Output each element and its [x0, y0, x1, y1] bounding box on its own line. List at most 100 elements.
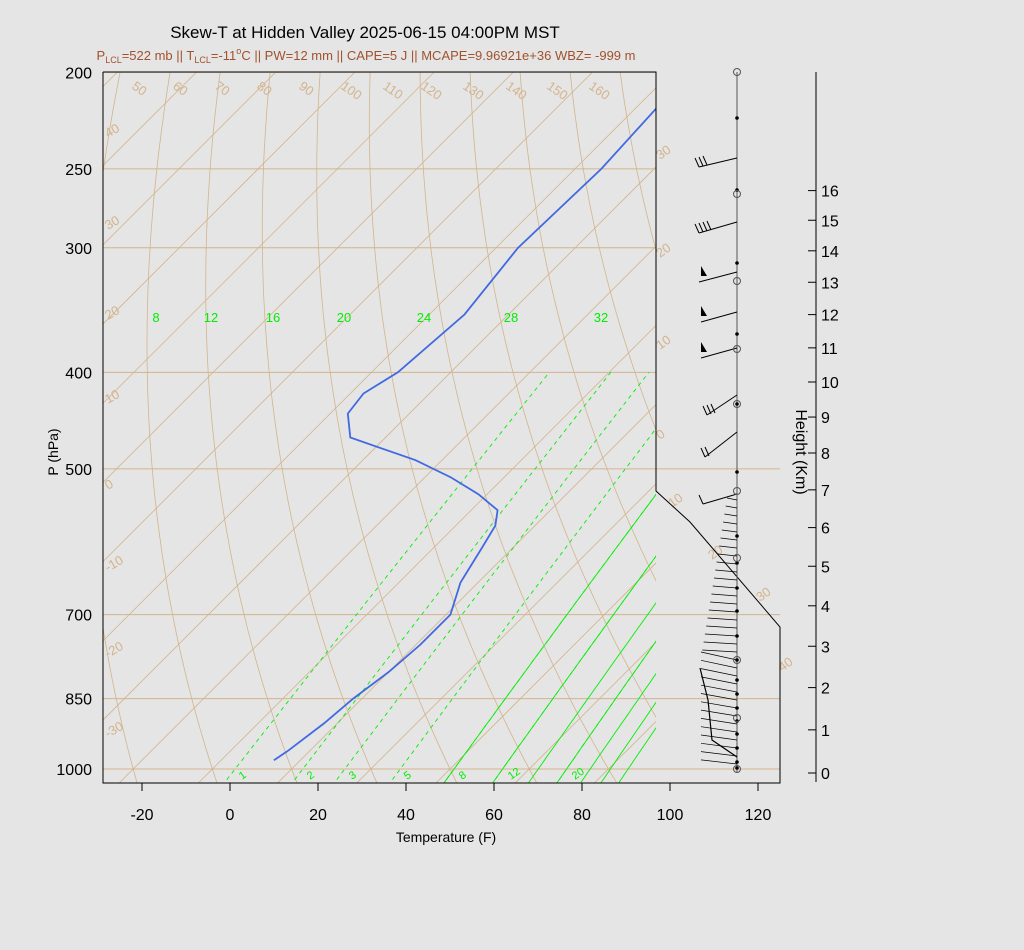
wind-barb-low [703, 641, 738, 645]
wind-barb-low [700, 759, 738, 765]
wind-calm-circle [733, 68, 741, 76]
wind-barb [706, 394, 738, 416]
mixing-ratio-line [492, 555, 656, 783]
mixing-ratio-line [291, 372, 612, 783]
wind-calm-circle [733, 554, 741, 562]
isotherm-label: -10 [102, 552, 126, 574]
dry-adiabat-line [817, 0, 1024, 790]
wind-level-dot [735, 746, 739, 750]
wind-calm-circle [733, 400, 741, 408]
dry-adiabat-lines [103, 0, 1024, 790]
degree-sup: o [236, 46, 241, 56]
mixing-ratio-label-bottom: 8 [457, 769, 469, 782]
isotherm-line [103, 72, 118, 87]
dry-adiabat-line [694, 0, 1024, 790]
isotherm-line [103, 166, 656, 721]
height-tick-label: 11 [821, 341, 838, 358]
isotherm-lines [103, 0, 1024, 786]
wind-barb-low [715, 569, 738, 573]
isotherm-label: 30 [102, 212, 122, 232]
mixing-ratio-label-top: 24 [417, 310, 431, 325]
wind-barb-feather [698, 494, 704, 505]
dry-adiabat-line [619, 72, 656, 252]
wind-calm-circle [733, 345, 741, 353]
wind-level-dot [735, 634, 739, 638]
mixing-ratio-label-top: 20 [337, 310, 351, 325]
height-tick-label: 10 [821, 375, 839, 392]
pressure-tick-label: 400 [65, 365, 92, 382]
y-axis-label: P (hPa) [45, 428, 61, 475]
pressure-axis: 1000850700500400300250200150100 [56, 65, 92, 779]
isotherm-label-right: 30 [753, 584, 773, 605]
x-axis-label: Temperature (F) [396, 829, 496, 845]
mixing-ratio-line [556, 640, 656, 783]
isotherm-label: 160 [586, 78, 612, 103]
wind-barb-low [704, 633, 738, 637]
wind-barb-low [706, 625, 738, 629]
wind-barb-feather [710, 403, 716, 414]
mixing-ratio-labels: 8 12 16 20 24 28 321 2 3 5 8 12 20 [152, 310, 608, 782]
pressure-tick-label: 850 [65, 692, 92, 709]
wind-barb-low [702, 649, 738, 653]
wind-barb [702, 493, 738, 505]
pressure-tick-label: 250 [65, 162, 92, 179]
isotherm-label: 150 [544, 78, 570, 103]
dewpoint-profile [273, 107, 656, 762]
wind-level-dot [735, 332, 739, 336]
wind-level-dot [735, 261, 739, 265]
height-tick-label: 8 [821, 446, 830, 463]
isotherm-line [671, 0, 1024, 786]
isotherm-line [103, 72, 435, 404]
isobar-lines [103, 71, 780, 770]
isotherm-label: 130 [460, 78, 486, 103]
chart-title: Skew-T at Hidden Valley 2025-06-15 04:00… [170, 23, 560, 42]
isotherm-label-right-upper: 10 [653, 332, 673, 353]
pressure-tick-label: 700 [65, 608, 92, 625]
temperature-profile [709, 0, 1024, 756]
mixing-ratio-line [580, 673, 656, 783]
isotherm-label: 100 [338, 78, 364, 103]
wind-barb-low [726, 497, 738, 501]
dry-adiabat-line [103, 72, 138, 783]
mixing-ratio-label-top: 8 [152, 310, 159, 325]
dry-adiabat-line [940, 0, 1024, 790]
subtitle-rest: C || PW=12 mm || CAPE=5 J || MCAPE=9.969… [241, 48, 635, 63]
mixing-ratio-label-bottom: 1 [237, 769, 249, 782]
wind-barb-feather [702, 405, 708, 416]
height-tick-label: 3 [821, 639, 830, 656]
isotherm-line [435, 562, 656, 783]
wind-barb-low [723, 521, 738, 525]
dry-adiabat-line [776, 0, 1024, 790]
wind-level-dot [735, 609, 739, 613]
isotherm-label: 90 [296, 78, 316, 99]
lcl-t-sub: LCL [194, 55, 211, 65]
mixing-ratio-label-bottom: 12 [506, 766, 523, 783]
sounding-profiles [273, 0, 1024, 762]
x-tick-label: 60 [485, 807, 503, 824]
wind-calm-circle [733, 656, 741, 664]
wind-calm-circle [733, 190, 741, 198]
isotherm-line [514, 641, 656, 783]
mixing-ratio-line [223, 372, 550, 783]
isotherm-label: 50 [129, 78, 149, 99]
isotherm-label: 120 [418, 78, 444, 103]
mixing-ratio-line [527, 602, 656, 783]
wind-barb-low [700, 726, 738, 733]
height-axis-label: Height (Km) [792, 409, 809, 494]
wind-barb-feather [694, 223, 700, 234]
wind-barb-low [700, 701, 738, 709]
isotherm-line [103, 72, 356, 325]
wind-level-dot [735, 692, 739, 696]
wind-barb-low [724, 513, 738, 517]
wind-barb [700, 347, 738, 359]
isotherm-label: -30 [102, 718, 126, 740]
dry-adiabat-line [205, 72, 298, 783]
x-tick-label: 120 [745, 807, 772, 824]
wind-barb-low [700, 651, 738, 661]
wind-barb-low [711, 593, 738, 597]
wind-barb-flag [701, 266, 707, 276]
wind-barb-low [700, 718, 738, 725]
isotherm-label-right-upper: 20 [653, 240, 673, 261]
wind-level-dot [735, 706, 739, 710]
height-tick-label: 4 [821, 599, 830, 616]
